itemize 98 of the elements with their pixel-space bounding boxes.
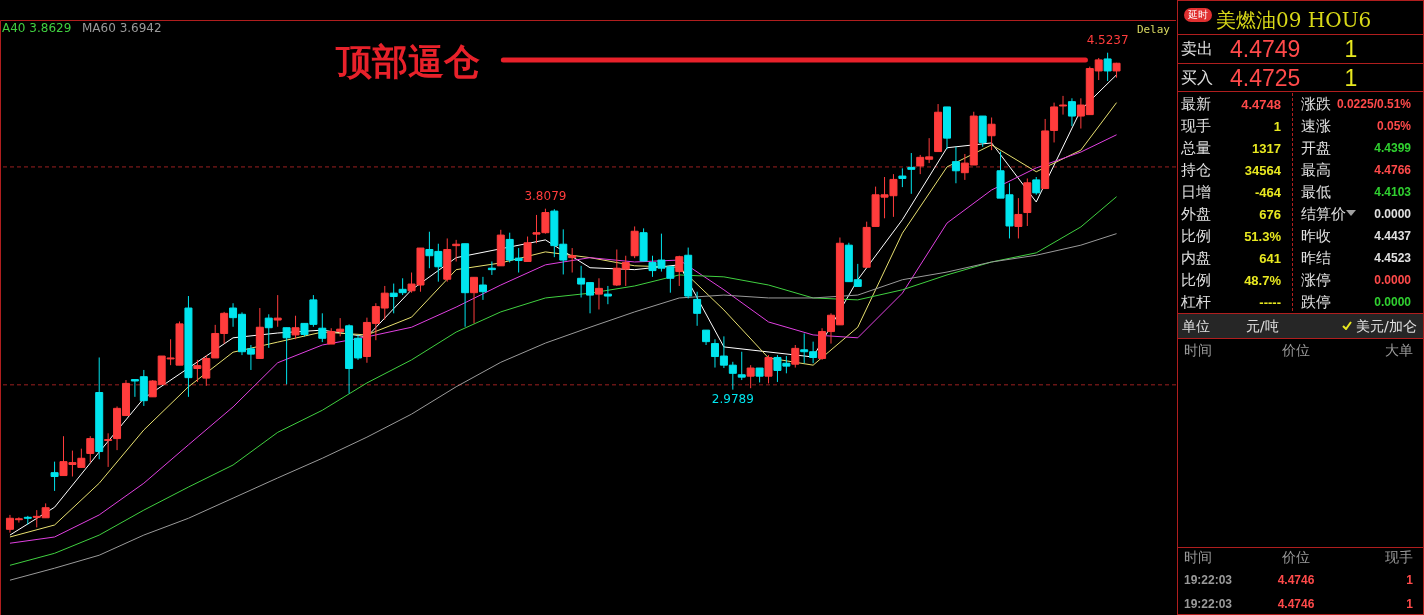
text: 最高 (1301, 160, 1331, 179)
text: 4.4746 (1277, 597, 1315, 611)
text: 4.4766 (1374, 163, 1411, 177)
text: 4.4437 (1374, 229, 1411, 243)
text: 时间 (1184, 549, 1212, 565)
text: 1 (1406, 597, 1413, 611)
candlestick (568, 247, 577, 274)
text: A40 3.8629 (2, 21, 72, 35)
text: 价位 (1282, 549, 1310, 565)
text: 4.4748 (1241, 96, 1281, 112)
candlestick (951, 146, 960, 184)
text: 4.4399 (1374, 141, 1411, 155)
ref-line-label: 顶部逼仓 (334, 40, 480, 82)
text: 641 (1259, 250, 1281, 266)
candlestick (898, 167, 907, 188)
text: 昨收 (1301, 226, 1331, 245)
text: 速涨 (1301, 116, 1331, 135)
text: -464 (1254, 184, 1281, 200)
text: 1 (1344, 35, 1358, 62)
candlestick (389, 283, 398, 314)
candlestick (987, 117, 996, 151)
annotation: 4.5237 (1086, 32, 1129, 47)
text: 结算价 (1301, 204, 1346, 223)
candlestick (470, 276, 479, 324)
candlestick (523, 236, 532, 262)
text: 时间 (1184, 342, 1212, 358)
text: 0.0000 (1374, 207, 1411, 221)
candlestick (791, 344, 800, 369)
candlestick (264, 313, 273, 349)
text: 0.0000 (1374, 295, 1411, 309)
text: 美燃油09 HOU6 (1216, 8, 1372, 32)
text: 跌停 (1301, 292, 1331, 311)
text: 最新 (1181, 94, 1211, 113)
text: 0.0225/0.51% (1336, 97, 1411, 111)
text: 1 (1344, 64, 1358, 91)
annotation: 2.9789 (711, 391, 754, 406)
text: 开盘 (1301, 138, 1331, 157)
text: 4.4523 (1374, 251, 1411, 265)
text: 34564 (1244, 162, 1281, 178)
text: 比例 (1181, 226, 1211, 245)
candlestick (1067, 97, 1076, 127)
text: 0.0000 (1374, 273, 1411, 287)
text: 0.05% (1376, 119, 1411, 133)
text: 4.4103 (1374, 185, 1411, 199)
candlestick (282, 327, 291, 385)
candlestick (693, 291, 702, 327)
text: 日增 (1181, 182, 1211, 201)
text: 1 (1273, 118, 1281, 134)
text: 涨跌 (1301, 94, 1331, 113)
text: 现手 (1181, 116, 1211, 135)
candlestick (50, 461, 59, 492)
candlestick (746, 364, 755, 389)
annotation: 3.8079 (524, 188, 567, 203)
text: 比例 (1181, 270, 1211, 289)
candlestick (478, 276, 487, 301)
text: 1317 (1252, 140, 1281, 156)
candlestick (1103, 52, 1112, 82)
text: 51.3% (1244, 228, 1281, 244)
candlestick (86, 435, 95, 464)
text: 大单 (1385, 342, 1413, 358)
text: 价位 (1282, 342, 1310, 358)
text: 元/吨 (1246, 318, 1279, 334)
text: 延时 (1184, 8, 1212, 22)
candlestick (907, 152, 916, 195)
text: 4.4725 (1230, 64, 1301, 91)
text: 内盘 (1181, 248, 1211, 267)
text: 杠杆 (1181, 292, 1211, 311)
text: 19:22:03 (1184, 573, 1233, 587)
candlestick (764, 354, 773, 384)
text: Delay (1136, 23, 1171, 36)
candlestick (675, 255, 684, 287)
candlestick (594, 277, 603, 310)
text: 美元/加仑 (1356, 318, 1417, 334)
candlestick (104, 432, 113, 468)
text: 676 (1259, 206, 1281, 222)
text: MA60 3.6942 (82, 21, 162, 35)
candlestick (318, 312, 327, 343)
text: 买入 (1181, 68, 1213, 87)
text: ----- (1259, 294, 1281, 310)
text: 昨结 (1301, 248, 1331, 267)
candlestick (273, 294, 282, 328)
text: 4.4746 (1277, 573, 1315, 587)
text: 外盘 (1181, 204, 1211, 223)
candlestick (737, 351, 746, 381)
text: 现手 (1385, 549, 1413, 565)
text: 持仓 (1181, 160, 1211, 179)
text: 最低 (1301, 182, 1331, 201)
text: 1 (1406, 573, 1413, 587)
text: 总量 (1181, 138, 1211, 157)
text: 4.4749 (1230, 35, 1301, 62)
text: 19:22:03 (1184, 597, 1233, 611)
candlestick (1014, 197, 1023, 239)
text: 单位 (1182, 318, 1210, 334)
text: 卖出 (1181, 39, 1213, 58)
text: 48.7% (1244, 272, 1281, 288)
text: 涨停 (1301, 270, 1331, 289)
candlestick (291, 315, 300, 340)
candlestick (603, 285, 612, 305)
